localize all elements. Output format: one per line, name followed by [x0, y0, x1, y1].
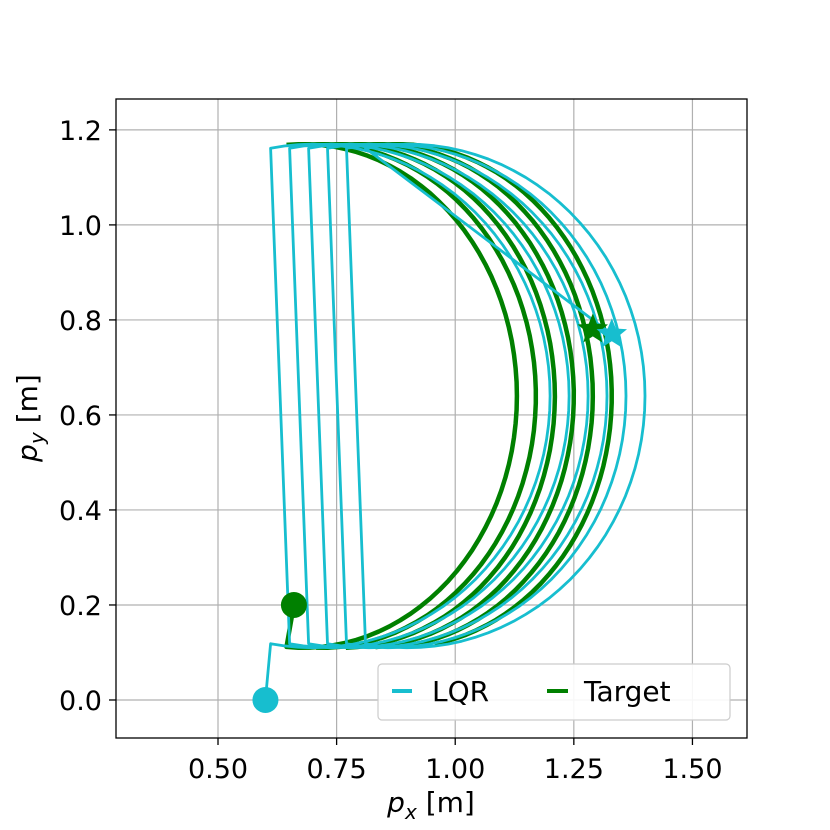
y-tick-label-3: 0.6: [59, 401, 102, 432]
y-ticks: 0.0 0.2 0.4 0.6 0.8 1.0 1.2: [59, 116, 116, 717]
series-layer: [252, 141, 647, 713]
x-tick-label-2: 1.00: [425, 754, 485, 785]
x-ticks: 0.50 0.75 1.00 1.25 1.50: [188, 738, 723, 785]
y-axis-label: py [m]: [11, 374, 49, 463]
y-tick-label-0: 0.0: [59, 686, 102, 717]
lqr-end-marker: [596, 318, 627, 348]
y-tick-label-4: 0.8: [59, 306, 102, 337]
legend-target-label: Target: [583, 675, 671, 708]
y-tick-label-5: 1.0: [59, 211, 102, 242]
legend: LQR Target: [377, 663, 731, 721]
lqr-trajectory: [264, 142, 647, 701]
x-tick-label-4: 1.50: [662, 754, 722, 785]
y-tick-label-2: 0.4: [59, 496, 102, 527]
y-tick-label-1: 0.2: [59, 591, 102, 622]
target-end-marker: [577, 313, 608, 343]
x-tick-label-0: 0.50: [188, 754, 248, 785]
target-arc-0: [284, 141, 520, 650]
x-tick-label-3: 1.25: [544, 754, 604, 785]
target-start-marker: [280, 591, 307, 618]
plot-frame: [115, 98, 748, 739]
x-tick-label-1: 0.75: [307, 754, 367, 785]
lqr-start-marker: [252, 686, 279, 713]
x-axis-label: px [m]: [386, 786, 475, 824]
legend-lqr-label: LQR: [432, 675, 489, 708]
y-tick-label-6: 1.2: [59, 116, 102, 147]
